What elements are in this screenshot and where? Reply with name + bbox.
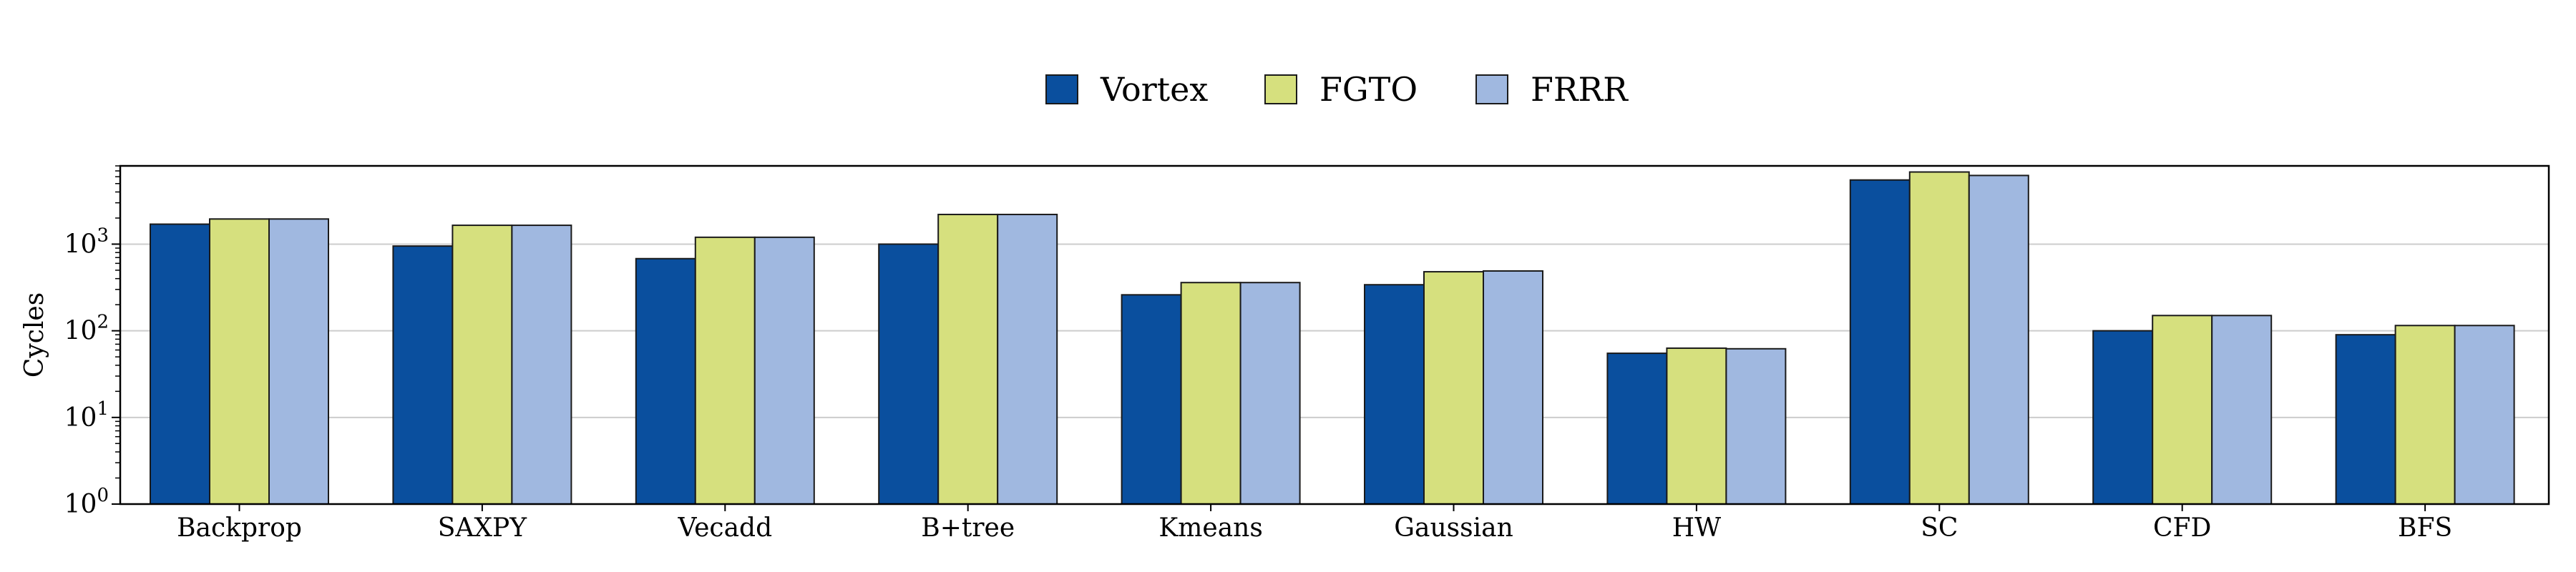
bar-fgto-kmeans [1180,282,1241,505]
bar-vortex-saxpy [392,245,454,505]
x-tick-label: HW [1672,513,1721,543]
bar-fgto-bfs [2394,325,2456,505]
bar-frrr-vecadd [753,236,815,505]
bar-fgto-sc [1908,171,1970,505]
bar-vortex-backprop [150,223,210,505]
bar-frrr-backprop [268,218,329,505]
bar-fgto-btree [937,213,999,505]
legend-swatch-frrr [1475,74,1508,104]
legend-label-vortex: Vortex [1100,70,1208,109]
x-tick-label: BFS [2398,513,2452,543]
bar-frrr-cfd [2211,315,2273,505]
bar-frrr-hw [1725,347,1787,506]
y-axis-title: Cycles [20,292,49,378]
bar-frrr-sc [1968,174,2029,505]
legend: Vortex FGTO FRRR [1045,70,1629,109]
x-tick-label: SC [1921,513,1958,543]
x-tick-label: Backprop [177,513,302,543]
legend-label-frrr: FRRR [1531,70,1629,109]
bar-vortex-bfs [2335,334,2396,505]
x-tick-label: B+tree [921,513,1015,543]
legend-swatch-vortex [1045,74,1078,104]
bar-vortex-cfd [2092,330,2154,505]
y-tick-label: 103 [64,225,109,259]
bar-frrr-saxpy [511,225,572,505]
x-tick-label: SAXPY [438,513,528,543]
bar-vortex-hw [1606,352,1668,505]
y-axis: 100 101 102 103 [64,165,120,519]
bar-fgto-saxpy [452,225,513,505]
bar-frrr-kmeans [1239,282,1301,505]
bar-fgto-cfd [2152,315,2213,505]
y-tick-label: 102 [64,312,109,346]
bar-vortex-vecadd [635,257,696,505]
bar-vortex-gaussian [1364,284,1425,505]
bar-frrr-gaussian [1483,270,1543,505]
bar-fgto-vecadd [694,236,756,505]
x-tick-label: CFD [2153,513,2211,543]
bar-fgto-gaussian [1423,271,1484,505]
y-tick-label: 101 [64,398,109,433]
x-tick-label: Vecadd [677,513,772,543]
bar-vortex-kmeans [1121,294,1182,505]
bar-fgto-hw [1666,347,1727,505]
y-tick-label: 100 [64,485,109,519]
legend-label-fgto: FGTO [1319,70,1418,109]
bars [150,171,2515,506]
bar-fgto-backprop [209,218,270,505]
x-axis: Backprop SAXPY Vecadd B+tree Kmeans Gaussian H… [177,504,2452,543]
legend-swatch-fgto [1264,74,1297,104]
bar-vortex-sc [1849,179,1911,505]
x-tick-label: Gaussian [1394,513,1513,543]
x-tick-label: Kmeans [1158,513,1262,543]
bar-vortex-btree [878,243,940,505]
bar-frrr-btree [997,213,1058,505]
bar-frrr-bfs [2454,325,2515,505]
